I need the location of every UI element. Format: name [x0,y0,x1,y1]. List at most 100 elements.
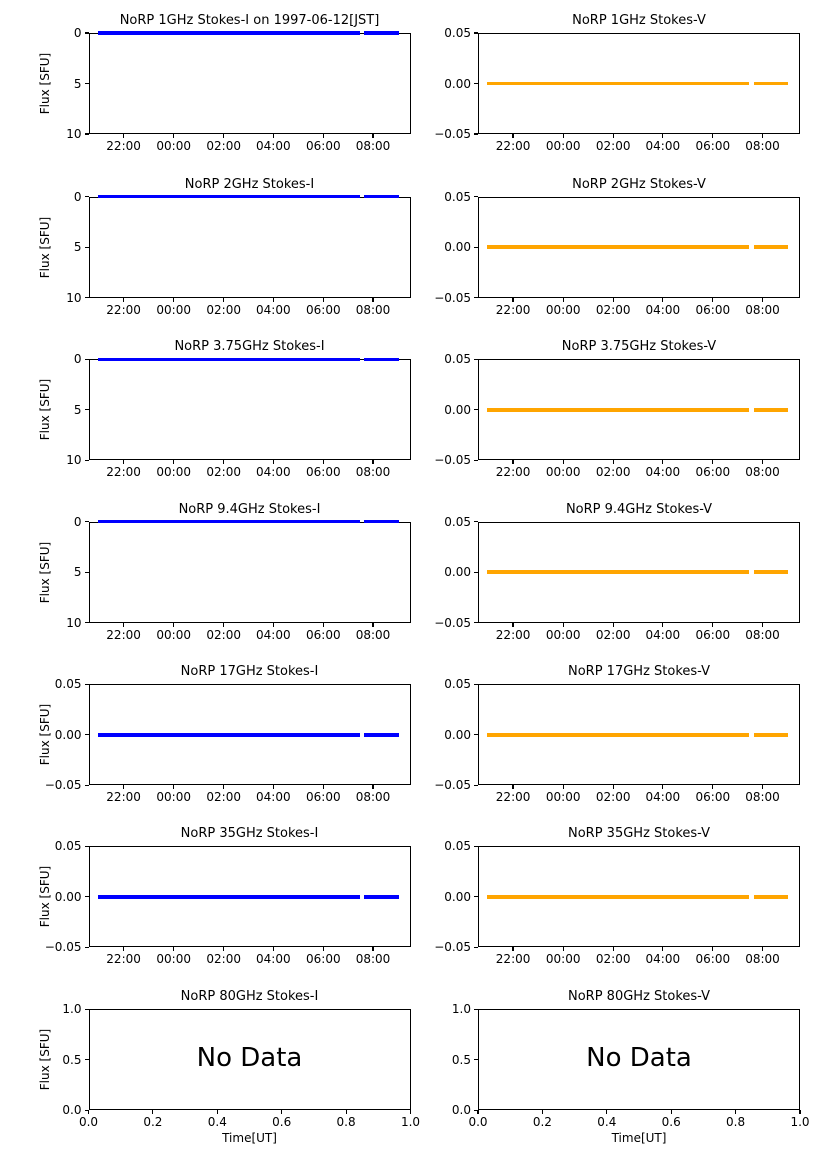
subplot-title: NoRP 2GHz Stokes-I [184,176,315,192]
y-tick-label: 0 [73,352,82,367]
y-tick-mark [474,896,478,898]
y-tick-label: 0 [73,189,82,204]
x-tick-label: 04:00 [645,139,681,153]
y-tick-label: 10 [66,290,82,305]
y-tick-label: 0.0 [62,1103,82,1118]
stokes-v-data-line [487,245,750,249]
y-tick-mark [84,196,89,198]
x-tick-mark [173,460,175,465]
y-tick-mark [474,358,478,360]
x-tick-label: 00:00 [156,627,191,642]
x-tick-mark [612,460,614,465]
x-tick-label: 22:00 [495,302,531,317]
y-tick-label: 0.00 [444,76,471,91]
x-tick-label: 0.0 [78,1115,99,1130]
x-tick-label: 00:00 [156,139,191,153]
x-tick-label: 04:00 [645,952,681,967]
y-tick-mark [84,521,89,523]
x-axis-label: Time[UT] [222,1131,277,1146]
no-data-text: No Data [196,1042,303,1073]
stokes-v-data-line [753,570,789,574]
x-tick-label: 0.6 [272,1115,292,1130]
x-tick-label: 04:00 [645,790,681,805]
x-tick-label: 08:00 [745,302,780,317]
y-tick-mark [474,82,478,85]
x-tick-label: 22:00 [106,790,141,805]
no-data-text: No Data [586,1042,692,1073]
x-tick-label: 04:00 [645,302,681,317]
stokes-i-data-line [97,733,360,737]
x-tick-mark [662,460,664,465]
x-tick-label: 0.2 [143,1115,163,1130]
stokes-i-data-line [97,31,360,35]
x-tick-label: 22:00 [495,952,531,967]
x-tick-mark [372,622,374,627]
y-tick-mark [474,845,478,847]
x-tick-mark [322,785,324,790]
y-tick-label: 1.0 [62,1002,82,1017]
x-tick-mark [322,947,324,952]
y-tick-mark [84,1109,89,1111]
x-tick-label: 08:00 [745,627,780,642]
y-tick-label: 0.00 [444,240,471,255]
y-tick-label: 10 [66,127,82,141]
stokes-v-data-line [487,81,750,86]
stokes-i-data-line [97,194,360,199]
x-tick-label: 08:00 [355,302,391,317]
subplot-title: NoRP 80GHz Stokes-V [568,989,710,1005]
y-tick-mark [84,734,89,736]
x-tick-label: 22:00 [106,627,141,642]
x-tick-mark [173,297,175,302]
y-tick-label: 0.00 [444,565,471,580]
y-tick-mark [84,32,89,34]
x-tick-label: 06:00 [306,952,341,967]
x-tick-label: 04:00 [256,302,291,317]
x-tick-mark [223,785,225,790]
y-tick-label: 0.5 [62,1052,82,1067]
y-tick-label: 5 [73,565,82,580]
x-tick-mark [122,297,125,302]
x-tick-mark [272,947,274,952]
y-tick-label: 0 [73,26,82,40]
subplot-title: NoRP 35GHz Stokes-I [180,826,319,842]
x-tick-label: 08:00 [355,139,391,153]
x-tick-label: 06:00 [306,790,341,805]
x-tick-label: 22:00 [106,302,141,317]
x-tick-label: 06:00 [695,465,731,480]
x-tick-label: 0.2 [532,1115,552,1130]
y-tick-mark [84,1059,89,1061]
subplot-title: NoRP 17GHz Stokes-I [180,664,319,680]
subplot-title: NoRP 35GHz Stokes-V [568,826,710,842]
x-tick-mark [223,460,225,465]
x-tick-label: 22:00 [106,465,141,480]
x-tick-label: 02:00 [206,465,241,480]
x-tick-label: 02:00 [595,465,631,480]
y-axis-label: Flux [SFU] [37,379,52,441]
x-tick-mark [322,134,324,138]
x-tick-mark [512,622,514,627]
x-tick-label: 04:00 [256,465,291,480]
x-tick-label: 08:00 [355,790,391,805]
x-tick-label: 02:00 [206,302,241,317]
x-tick-mark [372,947,374,952]
x-tick-label: 22:00 [106,952,141,967]
y-tick-label: 5 [73,76,82,91]
x-tick-mark [761,947,764,952]
y-axis-label: Flux [SFU] [37,52,52,115]
x-tick-mark [372,297,374,302]
x-tick-label: 00:00 [545,952,581,967]
x-axis-label: Time[UT] [611,1131,667,1146]
y-tick-label: 0.0 [451,1103,471,1118]
x-tick-label: 06:00 [695,952,731,967]
x-tick-mark [612,297,614,302]
x-tick-mark [712,297,714,302]
x-tick-label: 22:00 [106,139,141,153]
stokes-v-data-line [487,733,750,737]
y-tick-mark [474,1008,478,1010]
stokes-v-data-line [487,408,750,412]
x-tick-label: 02:00 [595,790,631,805]
x-tick-label: 08:00 [745,465,780,480]
x-tick-mark [512,297,514,302]
x-tick-mark [761,785,764,790]
x-tick-mark [712,622,714,627]
